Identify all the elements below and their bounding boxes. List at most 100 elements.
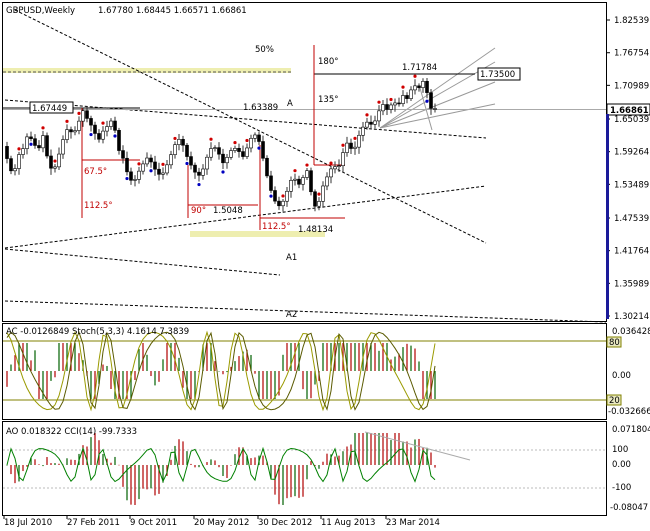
candle-body: [185, 144, 189, 157]
candle-body: [325, 176, 329, 187]
price-scale-marker: [606, 114, 609, 319]
ao-bar: [322, 461, 324, 465]
support-zone: [190, 231, 325, 237]
angle-180-label: 180°: [318, 57, 338, 67]
fractal-down-marker: [269, 194, 273, 198]
fractal-up-marker: [413, 74, 417, 78]
candle-body: [413, 85, 417, 91]
level-171784-label: 1.71784: [402, 63, 437, 73]
ao-bar: [398, 433, 400, 465]
price-tick-label: 1.41764: [614, 247, 649, 257]
ao-bar: [174, 445, 176, 465]
ao-bar: [126, 465, 128, 501]
ao-bar: [430, 452, 432, 465]
ac-bar: [314, 371, 316, 385]
ao-bar: [86, 446, 88, 465]
ac-bar: [114, 371, 116, 399]
ac-bar: [14, 355, 16, 371]
ind2-tick-minus100: -100: [612, 483, 631, 493]
ao-bar: [122, 465, 124, 487]
ac-bar: [42, 371, 44, 399]
ao-bar: [378, 433, 380, 465]
candle-body: [189, 156, 193, 166]
ao-bar: [94, 433, 96, 465]
ac-bar: [382, 343, 384, 371]
ao-trend-line: [364, 431, 471, 461]
ac-bar: [258, 371, 260, 399]
ac-bar: [110, 371, 112, 389]
candle-body: [113, 120, 117, 131]
fractal-up-marker: [53, 159, 57, 163]
ac-bar: [126, 371, 128, 399]
candle-body: [81, 110, 85, 122]
ac-bar: [106, 365, 108, 371]
ac-bar: [190, 371, 192, 399]
ao-bar: [158, 465, 160, 494]
ao-bar: [190, 463, 192, 465]
ac-bar: [166, 343, 168, 371]
ac-bar: [150, 371, 152, 377]
candle-body: [433, 108, 437, 110]
ac-bar: [434, 371, 436, 399]
candle-body: [5, 146, 9, 159]
candle-body: [253, 134, 257, 139]
candle-body: [221, 153, 225, 164]
ind2-tick-zero: 0.00: [612, 460, 631, 470]
ao-bar: [170, 459, 172, 465]
ao-bar: [290, 465, 292, 498]
level-148134-label: 1.48134: [298, 225, 333, 235]
chart-symbol-title: GBPUSD,Weekly: [6, 6, 75, 16]
ao-bar: [254, 457, 256, 465]
ac-bar: [122, 371, 124, 399]
ao-bar: [90, 437, 92, 465]
ac-bar: [274, 371, 276, 399]
fractal-up-marker: [317, 192, 321, 196]
candle-body: [281, 200, 285, 207]
ao-bar: [402, 441, 404, 465]
fractal-up-marker: [233, 141, 237, 145]
ao-bar: [238, 447, 240, 465]
candle-body: [237, 147, 241, 152]
candle-body: [193, 164, 197, 173]
candle-body: [249, 138, 253, 149]
ao-bar: [58, 463, 60, 465]
candle-body: [53, 166, 57, 169]
ao-bar: [370, 433, 372, 465]
price-tick-label: 1.76754: [614, 49, 649, 59]
fractal-down-marker: [221, 170, 225, 174]
ao-bar: [70, 459, 72, 465]
candle-body: [165, 164, 169, 174]
ac-bar: [238, 356, 240, 371]
candle-body: [157, 168, 161, 175]
ao-bar: [270, 465, 272, 479]
ao-bar: [234, 454, 236, 465]
candle-body: [289, 180, 293, 192]
indicator1-label: AC -0.0126849 Stoch(5,3,3) 4.1614 7.3839: [6, 327, 189, 337]
candle-body: [21, 148, 25, 155]
ac-bar: [18, 343, 20, 371]
candle-body: [349, 142, 353, 149]
ao-bar: [354, 433, 356, 465]
ao-bar: [362, 433, 364, 465]
fractal-down-marker: [89, 132, 93, 137]
ac-bar: [366, 343, 368, 371]
candle-body: [117, 130, 121, 151]
level-20-box: [606, 394, 622, 406]
candle-body: [181, 139, 185, 146]
ao-bar: [434, 465, 436, 468]
ao-bar: [286, 465, 288, 499]
ind1-tick-zero: 0.00: [612, 371, 631, 381]
ind1-level-80: 80: [609, 338, 620, 348]
ao-bar: [54, 463, 56, 465]
fractal-down-marker: [149, 169, 153, 173]
ao-bar: [150, 465, 152, 489]
price-tick-label: 1.65039: [614, 115, 649, 125]
ao-bar: [294, 465, 296, 497]
candle-body: [405, 95, 409, 99]
candle-body: [277, 200, 281, 207]
ao-bar: [306, 465, 308, 480]
ac-bar: [230, 366, 232, 371]
ac-bar: [250, 354, 252, 371]
angle-brackets: [81, 45, 345, 230]
price-tick-label: 1.53489: [614, 180, 649, 190]
